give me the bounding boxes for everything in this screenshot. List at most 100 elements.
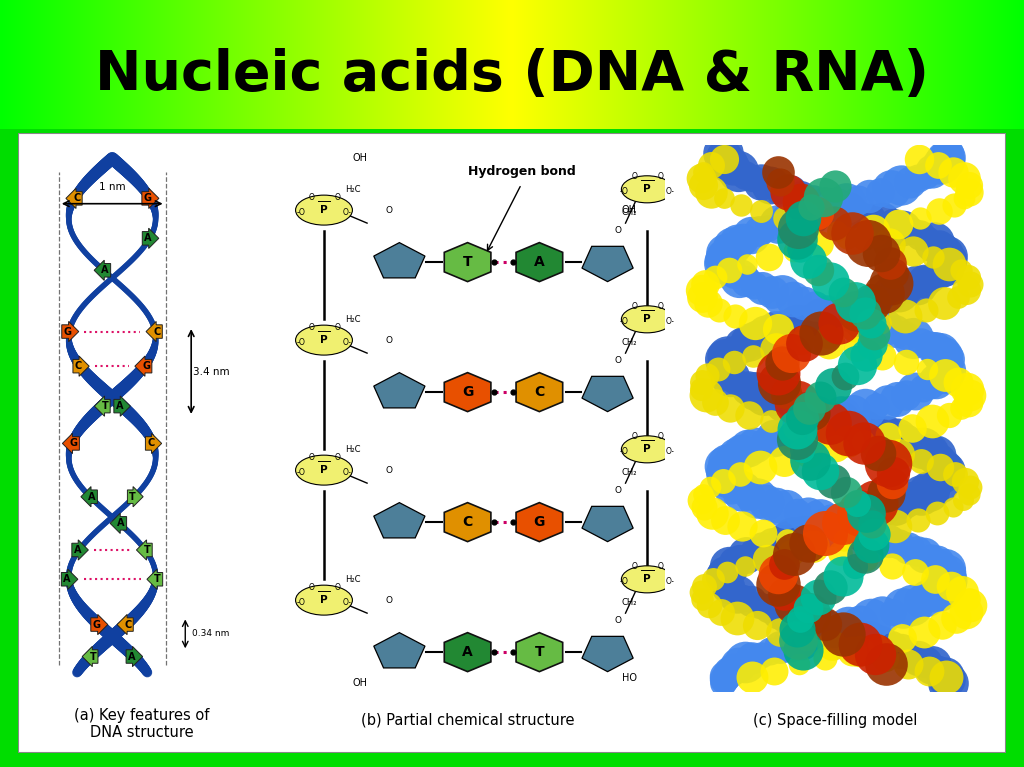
Point — [882, 238, 898, 250]
Point — [739, 443, 756, 455]
Point — [956, 474, 973, 486]
Point — [909, 514, 926, 526]
Point — [926, 236, 942, 249]
Point — [693, 376, 710, 388]
Text: -O: -O — [296, 208, 305, 217]
Point — [766, 665, 782, 677]
Point — [949, 291, 966, 303]
Point — [962, 389, 978, 401]
Point — [858, 349, 874, 361]
Text: O: O — [308, 193, 314, 202]
Text: O: O — [385, 336, 392, 344]
Point — [852, 507, 868, 519]
Text: OH: OH — [622, 205, 637, 215]
Point — [824, 638, 841, 650]
Text: A: A — [116, 401, 123, 411]
Point — [836, 534, 852, 546]
Point — [716, 192, 732, 204]
Point — [717, 154, 733, 166]
Point — [756, 527, 772, 539]
Point — [728, 482, 744, 494]
Text: C: C — [463, 515, 473, 529]
Point — [711, 304, 727, 316]
Point — [794, 443, 810, 456]
Point — [795, 644, 811, 657]
Point — [696, 579, 713, 591]
Point — [722, 371, 738, 384]
Point — [864, 338, 881, 351]
Point — [752, 461, 768, 473]
Point — [881, 289, 897, 301]
Point — [719, 367, 735, 380]
Point — [759, 553, 775, 565]
Point — [764, 538, 780, 551]
Point — [889, 432, 905, 444]
Point — [924, 659, 940, 671]
Point — [874, 609, 891, 621]
Point — [863, 211, 880, 223]
Text: -O: -O — [620, 447, 628, 456]
Point — [879, 428, 895, 440]
Text: O-: O- — [343, 598, 352, 607]
Point — [755, 542, 771, 554]
Point — [721, 265, 737, 277]
Point — [926, 588, 942, 601]
Point — [900, 282, 916, 295]
Text: CH₂: CH₂ — [622, 208, 637, 217]
Point — [715, 570, 731, 582]
Point — [699, 297, 716, 309]
Point — [939, 673, 955, 686]
Point — [938, 671, 954, 683]
Point — [748, 385, 764, 397]
Point — [769, 166, 785, 179]
Text: T: T — [143, 545, 151, 555]
Point — [798, 403, 814, 416]
Point — [887, 520, 903, 532]
Point — [748, 439, 764, 451]
Point — [863, 297, 880, 309]
Point — [962, 179, 978, 191]
Text: C: C — [147, 439, 155, 449]
Point — [817, 528, 834, 540]
Point — [850, 193, 866, 206]
Point — [703, 507, 720, 519]
Point — [830, 317, 847, 329]
Text: O: O — [335, 323, 341, 331]
Point — [831, 547, 848, 559]
Point — [768, 343, 784, 355]
Point — [772, 625, 788, 637]
Point — [732, 199, 749, 211]
Point — [695, 179, 712, 191]
Point — [823, 517, 840, 529]
Point — [839, 232, 855, 244]
Point — [919, 591, 935, 604]
Text: O: O — [385, 596, 392, 604]
Point — [923, 552, 939, 565]
Point — [919, 363, 935, 375]
Point — [918, 656, 934, 668]
Point — [814, 204, 830, 216]
Point — [869, 293, 886, 305]
Point — [882, 256, 898, 268]
Text: O: O — [385, 206, 392, 215]
Point — [751, 598, 767, 611]
Point — [719, 474, 735, 486]
Point — [804, 407, 820, 420]
Point — [836, 520, 852, 532]
Point — [729, 236, 745, 249]
Point — [877, 652, 893, 664]
Point — [782, 347, 799, 359]
Point — [863, 538, 880, 551]
Point — [794, 634, 810, 647]
Point — [905, 332, 922, 344]
Point — [730, 165, 746, 177]
Point — [790, 634, 806, 646]
Point — [694, 593, 711, 605]
Point — [902, 648, 919, 660]
Point — [738, 549, 755, 561]
Text: O: O — [308, 323, 314, 331]
Point — [862, 527, 879, 539]
Point — [913, 455, 930, 467]
Point — [844, 226, 860, 239]
Point — [939, 574, 955, 586]
